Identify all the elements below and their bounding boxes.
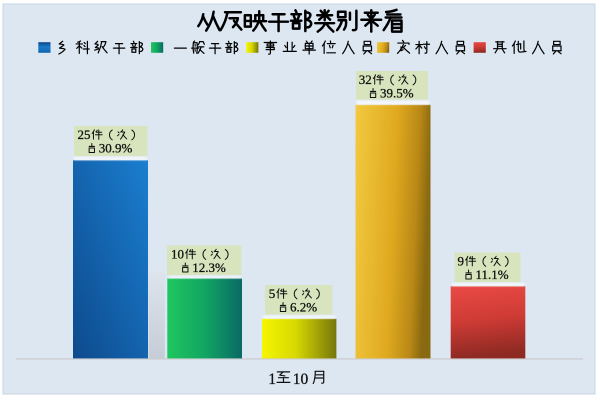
svg-text:39.5%: 39.5% [380,85,414,100]
svg-text:10: 10 [171,247,184,262]
svg-text:12.3%: 12.3% [192,260,226,275]
svg-text:30.9%: 30.9% [99,140,133,155]
svg-text:9: 9 [457,254,464,269]
svg-text:25: 25 [77,127,90,142]
svg-text:32: 32 [359,72,372,87]
svg-text:1: 1 [268,371,276,388]
svg-text:10: 10 [293,371,309,388]
svg-text:6.2%: 6.2% [290,299,317,314]
svg-text:5: 5 [269,286,276,301]
svg-text:11.1%: 11.1% [475,267,508,282]
